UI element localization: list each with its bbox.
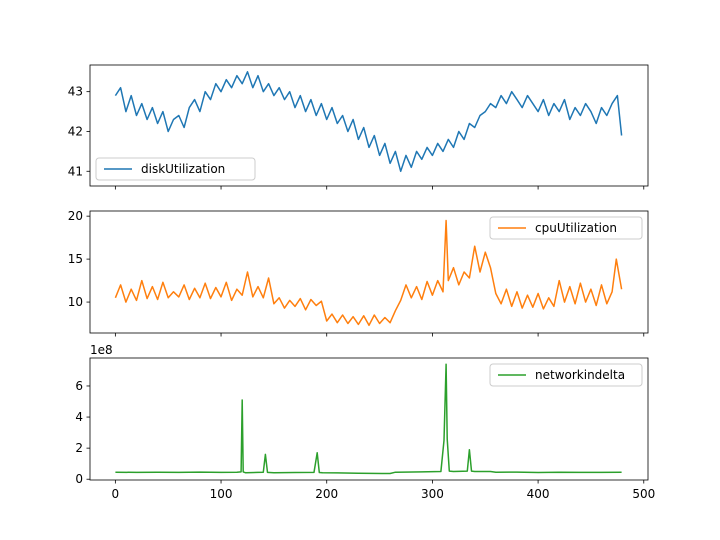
axes-frame	[89, 357, 649, 481]
x-tick-label: 100	[210, 487, 233, 501]
y-tick-label: 15	[68, 252, 83, 266]
legend-box	[489, 216, 643, 240]
y-tick-label: 6	[75, 379, 83, 393]
y-tick-label: 4	[75, 410, 83, 424]
series-line-networkindelta	[115, 363, 622, 475]
legend: networkindelta	[489, 363, 643, 387]
subplot-networkindelta: 0 2 4 6 0 100 200 300 400 500 1e8 networkindelta	[75, 343, 655, 501]
x-tick-label: 300	[421, 487, 444, 501]
legend: diskUtilization	[95, 157, 256, 181]
y-tick-label: 2	[75, 441, 83, 455]
subplot-diskUtilization: 41 42 43 diskUtilization	[68, 64, 649, 190]
axes-frame	[89, 210, 649, 334]
x-tick-label: 0	[112, 487, 120, 501]
legend: cpuUtilization	[489, 216, 643, 240]
y-tick-label: 0	[75, 472, 83, 486]
y-tick-label: 43	[68, 85, 83, 99]
legend-label: cpuUtilization	[535, 221, 617, 235]
series-line-diskUtilization	[114, 71, 623, 173]
y-tick-label: 20	[68, 209, 83, 223]
panels: 414243diskUtilization101520cpuUtilizatio…	[68, 64, 655, 501]
legend-box	[95, 157, 256, 181]
y-offset-label: 1e8	[90, 343, 113, 357]
y-tick-label: 42	[68, 124, 83, 138]
legend-box	[489, 363, 643, 387]
legend-label: networkindelta	[535, 368, 625, 382]
x-tick-label: 200	[315, 487, 338, 501]
series-line-cpuUtilization	[114, 219, 623, 327]
legend-label: diskUtilization	[141, 162, 225, 176]
subplot-cpuUtilization: 10 15 20 cpuUtilization	[68, 209, 649, 337]
y-tick-label: 41	[68, 164, 83, 178]
axes-frame	[89, 64, 649, 187]
x-tick-label: 400	[527, 487, 550, 501]
y-tick-label: 10	[68, 295, 83, 309]
x-tick-label: 500	[632, 487, 655, 501]
